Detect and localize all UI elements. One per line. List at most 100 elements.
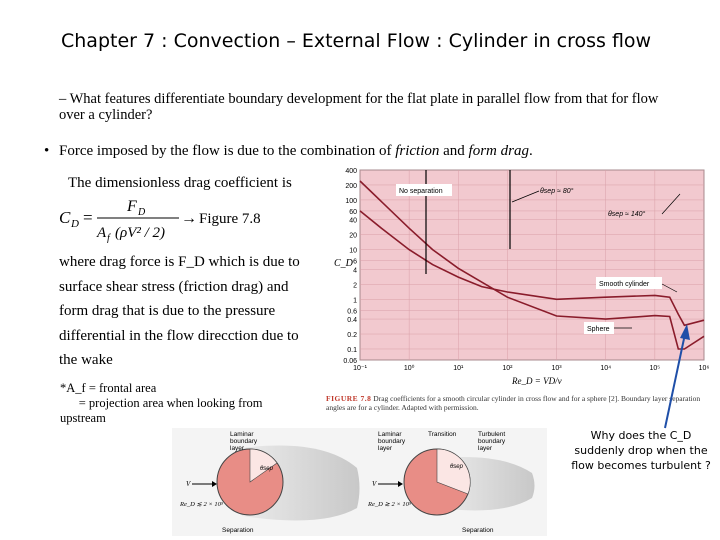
annotation-leader xyxy=(661,193,681,215)
laminar-label: layer xyxy=(230,445,245,452)
cylinder-curve xyxy=(359,210,705,327)
laminar-velocity: V xyxy=(186,480,191,488)
y-tick-label: 0.6 xyxy=(347,308,357,315)
bullet-mid: and xyxy=(439,143,469,159)
y-axis-label: C_D xyxy=(334,258,354,269)
frontal-area-note: *A_f = frontal area = projection area wh… xyxy=(60,381,300,426)
friction-word: friction xyxy=(395,143,440,159)
y-tick-label: 200 xyxy=(345,183,357,190)
laminar-theta: θsep xyxy=(260,466,274,472)
desc-line: surface shear stress (friction drag) and xyxy=(59,278,289,295)
turbulent-reynolds: Re_D ≳ 2 × 10⁵ xyxy=(367,501,412,508)
y-tick-label: 1 xyxy=(353,297,357,304)
foot-line: = projection area when looking from xyxy=(60,396,263,410)
y-tick-label: 2 xyxy=(353,282,357,289)
laminar-sep-angle xyxy=(249,448,278,483)
y-tick-labels: 400 200 100 60 40 20 10 64 2 1 0.6 0.4 0.2 0.1 0.06 xyxy=(343,168,357,365)
flow-arrowhead xyxy=(212,481,217,487)
y-tick-label: 10 xyxy=(349,248,357,255)
transition-label: Transition xyxy=(428,431,457,438)
bullet-text: Force imposed by the flow is due to the … xyxy=(59,143,533,159)
eq-arrow: → xyxy=(181,210,197,227)
y-tick-label: 60 xyxy=(349,209,357,216)
no-separation-label: No separation xyxy=(399,188,443,195)
figure-caption: FIGURE 7.8 Drag coefficients for a smoot… xyxy=(326,394,706,412)
eq-lhs-sub: D xyxy=(70,218,79,230)
eq-equals: = xyxy=(83,208,93,227)
desc-line: where drag force is F_D which is due to xyxy=(59,254,300,270)
y-tick-label: 0.4 xyxy=(347,317,357,324)
x-axis-label: Re_D = VD/ν xyxy=(511,376,562,386)
turbulent-laminar-label: Laminar xyxy=(378,431,402,438)
y-tick-label: 400 xyxy=(345,168,357,175)
eq-den-area-sub: f xyxy=(107,233,111,243)
laminar-reynolds: Re_D ≲ 2 × 10⁵ xyxy=(179,501,224,508)
y-tick-label: 6 xyxy=(353,259,357,266)
y-tick-label: 0.1 xyxy=(347,347,357,354)
turbulent-label: layer xyxy=(478,445,493,452)
eq-figure-ref: Figure 7.8 xyxy=(199,211,261,227)
y-tick-label: 20 xyxy=(349,233,357,240)
x-tick-label: 10⁶ xyxy=(699,365,710,372)
sphere-label: Sphere xyxy=(587,326,610,333)
x-tick-label: 10⁵ xyxy=(650,365,661,372)
turbulent-laminar-label: layer xyxy=(378,445,393,452)
turbulent-separation: Separation xyxy=(462,527,494,534)
figure-number: FIGURE 7.8 xyxy=(326,394,372,403)
foot-line: *A_f = frontal area xyxy=(60,381,157,395)
x-tick-label: 10² xyxy=(502,365,513,372)
bullet-pre: Force imposed by the flow is due to the … xyxy=(59,143,396,159)
bullet-end: . xyxy=(528,143,533,159)
x-tick-label: 10⁴ xyxy=(600,365,611,372)
x-tick-label: 10⁻¹ xyxy=(353,365,367,372)
laminar-label: boundary xyxy=(230,438,258,445)
drag-coefficient-equation: C D = F D A f (ρV² / 2) → Figure 7.8 xyxy=(59,198,261,243)
x-tick-label: 10³ xyxy=(552,365,563,372)
desc-line: form drag that is due to the pressure xyxy=(59,303,276,319)
eq-numerator-sub: D xyxy=(137,207,146,218)
bullet-dot: • xyxy=(44,143,50,159)
x-tick-label: 10⁰ xyxy=(404,364,415,372)
turbulent-sep-angle xyxy=(436,448,471,495)
pointer-arrow xyxy=(664,324,690,429)
plot-area xyxy=(359,169,705,361)
drag-coefficient-intro: The dimensionless drag coefficient is xyxy=(68,175,292,191)
y-tick-label: 100 xyxy=(345,198,357,205)
turbulent-label: boundary xyxy=(478,438,506,445)
y-tick-label: 40 xyxy=(349,218,357,225)
caption-text: Drag coefficients for a smooth circular … xyxy=(326,394,701,412)
theta-80-label: θsep ≈ 80° xyxy=(540,187,574,195)
turbulent-velocity: V xyxy=(372,480,377,488)
sub-question: – What features differentiate boundary d… xyxy=(59,91,659,123)
eq-numerator: F xyxy=(126,198,137,215)
eq-lhs: C xyxy=(59,208,71,227)
laminar-label: Laminar xyxy=(230,431,254,438)
theta-140-label: θsep ≈ 140° xyxy=(608,210,645,218)
pointer-head xyxy=(680,324,690,340)
turbulent-label: Turbulent xyxy=(478,431,505,438)
drag-description: where drag force is F_D which is due to … xyxy=(59,250,327,373)
y-tick-label: 4 xyxy=(353,267,357,274)
annotation-leader xyxy=(511,190,540,203)
eq-den-rest: (ρV² / 2) xyxy=(115,225,165,241)
foot-line: upstream xyxy=(60,411,106,425)
smooth-cylinder-label: Smooth cylinder xyxy=(599,281,650,288)
drop-question: Why does the C_D suddenly drop when the … xyxy=(571,429,711,472)
eq-den-area: A xyxy=(96,225,107,241)
annotation-box xyxy=(584,322,614,334)
chart-curves xyxy=(359,180,705,350)
x-tick-label: 10¹ xyxy=(453,365,464,372)
laminar-separation: Separation xyxy=(222,527,254,534)
annotation-box xyxy=(396,184,452,196)
x-tick-labels: 10⁻¹ 10⁰ 10¹ 10² 10³ 10⁴ 10⁵ 10⁶ xyxy=(353,364,709,372)
flow-arrowhead xyxy=(398,481,403,487)
annotation-leader xyxy=(661,283,678,293)
drag-coefficient-chart: 400 200 100 60 40 20 10 64 2 1 0.6 0.4 0.2 0.1 0.06 10… xyxy=(334,168,709,386)
boundary-layer-diagrams: Laminar boundary layer θsep V Re_D ≲ 2 ×… xyxy=(172,428,547,536)
y-tick-label: 0.06 xyxy=(343,358,357,365)
turbulent-theta: θsep xyxy=(450,464,464,470)
turbulent-laminar-label: boundary xyxy=(378,438,406,445)
desc-line: the wake xyxy=(59,352,113,368)
pointer-line xyxy=(664,333,686,429)
y-tick-label: 0.2 xyxy=(347,332,357,339)
